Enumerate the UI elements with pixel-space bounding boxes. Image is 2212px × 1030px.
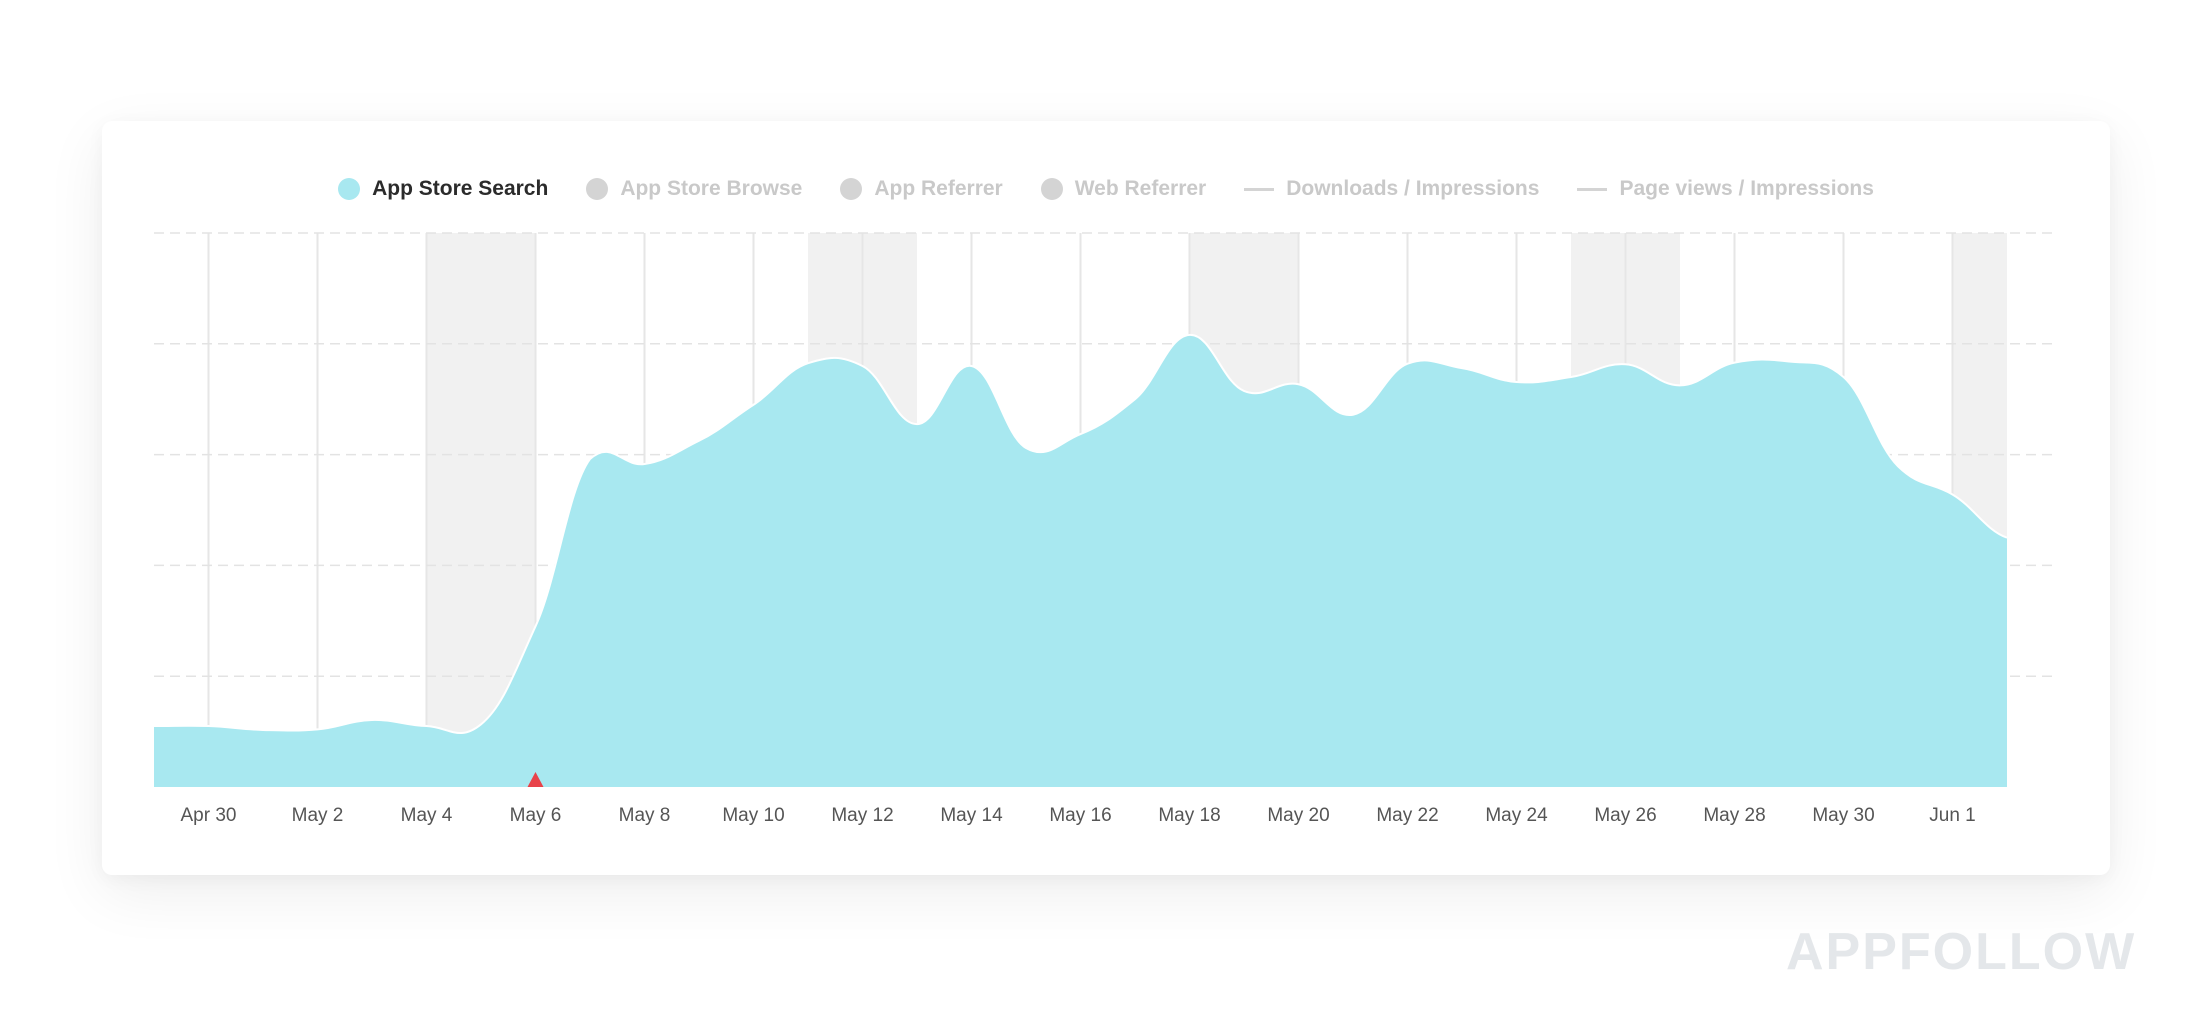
legend-label: App Store Browse (620, 177, 803, 200)
legend-item-downloads-impressions[interactable]: Downloads / Impressions (1244, 177, 1539, 201)
event-marker-icon (527, 772, 544, 787)
area-series-outline (153, 333, 2008, 734)
x-tick-label: May 30 (1812, 805, 1874, 826)
x-tick-label: May 4 (401, 805, 453, 826)
app-store-browse-dot-icon (586, 178, 609, 200)
legend-item-pageviews-impressions[interactable]: Page views / Impressions (1577, 177, 1874, 201)
x-tick-label: May 14 (940, 805, 1003, 826)
x-tick-label: May 16 (1049, 805, 1111, 826)
legend-item-web-referrer[interactable]: Web Referrer (1040, 177, 1207, 201)
x-tick-label: Jun 1 (1929, 805, 1975, 826)
x-tick-label: May 8 (619, 805, 671, 826)
x-tick-label: May 24 (1485, 805, 1548, 826)
x-tick-label: May 18 (1158, 805, 1220, 826)
line-dash-icon (1244, 187, 1275, 191)
legend-item-app-store-browse[interactable]: App Store Browse (586, 177, 802, 201)
legend-item-app-store-search[interactable]: App Store Search (338, 177, 548, 201)
x-tick-label: May 26 (1594, 805, 1656, 826)
x-tick-label: May 22 (1376, 805, 1438, 826)
app-store-search-dot-icon (338, 178, 361, 200)
legend-label: Web Referrer (1074, 177, 1207, 200)
line-dash-icon (1577, 187, 1608, 191)
appfollow-logo: APPFOLLOW (1786, 923, 2137, 981)
legend-label: Downloads / Impressions (1286, 177, 1540, 200)
x-tick-label: May 28 (1703, 805, 1765, 826)
app-referrer-dot-icon (840, 178, 863, 200)
chart-legend: App Store Search App Store Browse App Re… (102, 177, 2110, 201)
legend-label: Page views / Impressions (1619, 177, 1874, 200)
legend-label: App Referrer (874, 177, 1003, 200)
x-tick-label: May 10 (722, 805, 784, 826)
web-referrer-dot-icon (1040, 178, 1063, 200)
x-tick-label: Apr 30 (181, 805, 237, 826)
x-tick-label: May 20 (1267, 805, 1329, 826)
legend-label: App Store Search (372, 177, 549, 200)
x-tick-label: May 6 (510, 805, 562, 826)
area-series-app-store-search (154, 334, 2007, 787)
legend-item-app-referrer[interactable]: App Referrer (840, 177, 1003, 201)
x-tick-label: May 12 (831, 805, 893, 826)
x-tick-label: May 2 (292, 805, 344, 826)
